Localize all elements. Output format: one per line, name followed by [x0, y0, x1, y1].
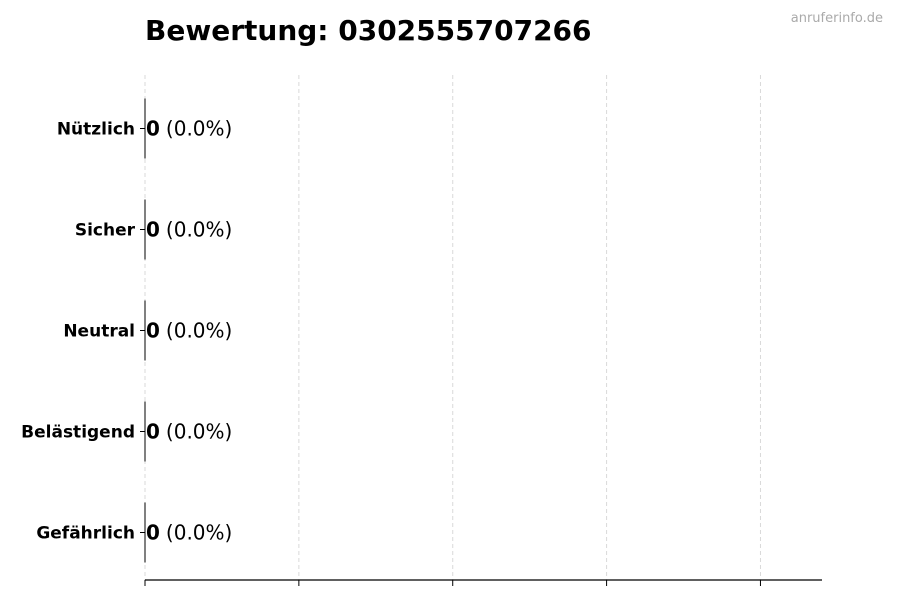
y-tick-label: Gefährlich [36, 524, 135, 544]
data-label-percent: (0.0%) [166, 319, 232, 343]
data-label-count: 0 [146, 521, 160, 545]
y-tick-label: Neutral [63, 322, 135, 342]
data-label: 0 (0.0%) [146, 521, 232, 545]
y-tick-label: Sicher [75, 221, 136, 241]
data-label: 0 (0.0%) [146, 319, 232, 343]
watermark: anruferinfo.de [791, 11, 883, 26]
data-label-count: 0 [146, 218, 160, 242]
data-label: 0 (0.0%) [146, 420, 232, 444]
data-label-count: 0 [146, 420, 160, 444]
data-label-count: 0 [146, 319, 160, 343]
data-label-percent: (0.0%) [166, 117, 232, 141]
grid [144, 75, 761, 580]
data-label: 0 (0.0%) [146, 218, 232, 242]
axes: Nützlich Sicher Neutral Belästigend Gefährli… [21, 120, 822, 586]
bars: 0 (0.0%)0 (0.0%)0 (0.0%)0 (0.0%)0 (0.0%) [144, 98, 232, 563]
data-label-percent: (0.0%) [166, 521, 232, 545]
data-label-percent: (0.0%) [166, 420, 232, 444]
data-label-percent: (0.0%) [166, 218, 232, 242]
chart-title: Bewertung: 0302555707266 [145, 14, 592, 47]
data-label: 0 (0.0%) [146, 117, 232, 141]
data-label-count: 0 [146, 117, 160, 141]
y-tick-label: Belästigend [21, 423, 135, 443]
y-tick-label: Nützlich [57, 120, 135, 140]
